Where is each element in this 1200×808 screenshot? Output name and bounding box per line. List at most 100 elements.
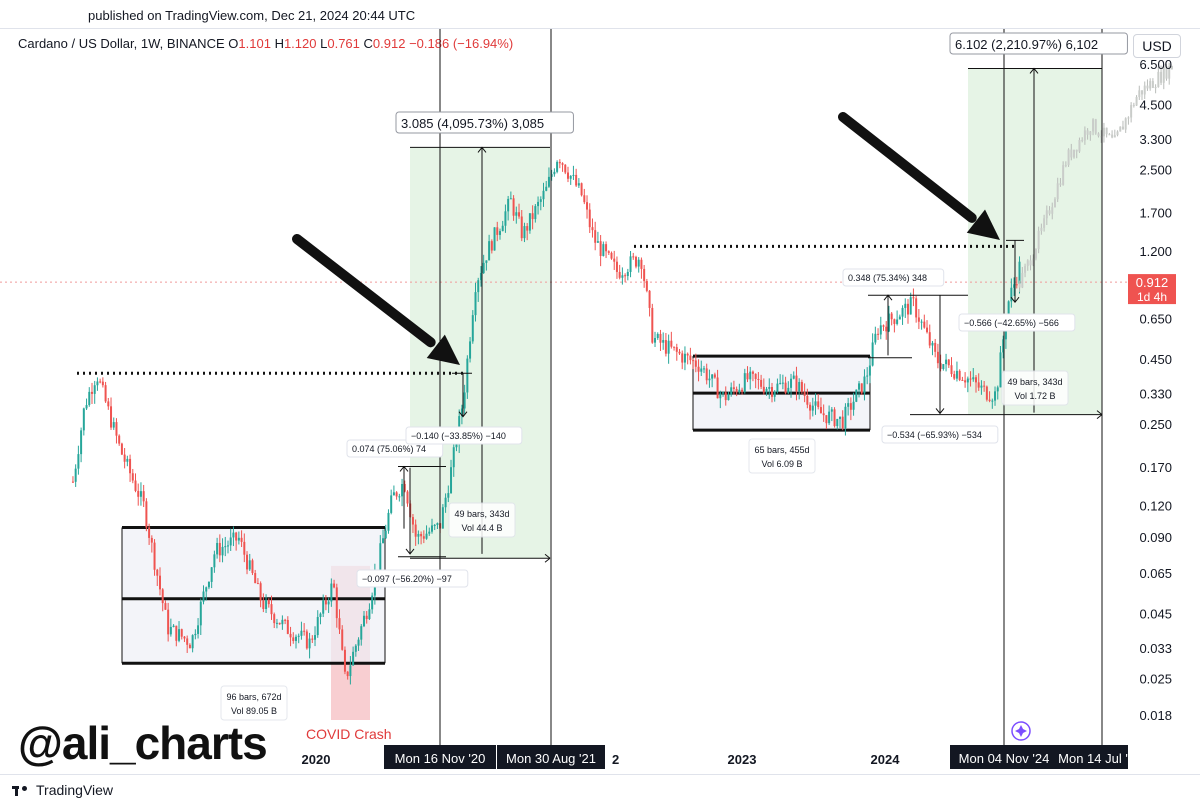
candle-body bbox=[150, 537, 153, 543]
candle-body bbox=[849, 403, 852, 410]
tradingview-logo[interactable]: TradingView bbox=[12, 782, 113, 798]
measure-label-140-bg bbox=[405, 426, 523, 445]
candle-body bbox=[980, 385, 983, 388]
candle-body bbox=[545, 186, 548, 191]
tradingview-brand: TradingView bbox=[36, 782, 114, 798]
measure-label-566-bg bbox=[958, 313, 1076, 332]
candle-body bbox=[624, 275, 627, 277]
candle-body bbox=[411, 517, 414, 525]
projection-body bbox=[1135, 97, 1138, 106]
close-value: 0.912 bbox=[372, 36, 406, 51]
time-marker-aug21: Mon 30 Aug '21 bbox=[506, 751, 596, 766]
candle-body bbox=[626, 271, 629, 276]
candle-body bbox=[425, 533, 428, 539]
candle-body bbox=[689, 355, 692, 361]
candle-body bbox=[651, 307, 654, 343]
projection-body bbox=[1143, 85, 1146, 95]
candle-body bbox=[594, 230, 597, 243]
candle-body bbox=[365, 615, 368, 619]
candle-body bbox=[194, 633, 197, 636]
projection-body bbox=[1162, 66, 1165, 83]
candle-body bbox=[99, 381, 102, 383]
event-icon bbox=[1011, 721, 1031, 741]
time-marker-fragment: 2 bbox=[612, 752, 619, 767]
projection-body bbox=[1165, 66, 1168, 79]
candle-body bbox=[362, 615, 365, 627]
candle-body bbox=[460, 408, 463, 417]
y-tick-label: 2.500 bbox=[1139, 163, 1172, 178]
symbol-name: Cardano / US Dollar, 1W, BINANCE bbox=[18, 36, 225, 51]
candle-body bbox=[509, 198, 512, 200]
candle-body bbox=[974, 377, 977, 383]
candle-body bbox=[232, 532, 235, 538]
candle-body bbox=[1013, 284, 1016, 288]
candle-body bbox=[172, 625, 175, 627]
candle-body bbox=[580, 183, 583, 196]
projection-body bbox=[1132, 105, 1135, 107]
candle-body bbox=[833, 409, 836, 427]
measure-label-566: −0.566 (−42.65%) −566 bbox=[964, 318, 1059, 328]
candle-body bbox=[493, 227, 496, 251]
candle-body bbox=[879, 325, 882, 335]
candle-body bbox=[512, 198, 515, 216]
projection-body bbox=[1170, 66, 1173, 70]
candle-body bbox=[210, 567, 213, 582]
candle-body bbox=[634, 256, 637, 267]
current-price-countdown: 1d 4h bbox=[1137, 290, 1167, 304]
candle-body bbox=[928, 332, 931, 346]
candle-body bbox=[678, 351, 681, 354]
candle-body bbox=[953, 374, 956, 379]
projection-body bbox=[1138, 90, 1141, 98]
candle-body bbox=[186, 638, 189, 645]
candle-body bbox=[776, 383, 779, 392]
candle-body bbox=[90, 391, 93, 394]
measure-2021-vertical-head bbox=[477, 146, 487, 153]
candle-body bbox=[757, 378, 760, 380]
candle-body bbox=[564, 164, 567, 173]
candle-body bbox=[898, 316, 901, 320]
tradingview-mark-icon bbox=[12, 784, 30, 796]
candle-body bbox=[278, 622, 281, 625]
candle-body bbox=[507, 198, 510, 212]
candle-body bbox=[558, 161, 561, 164]
currency-button[interactable]: USD bbox=[1133, 34, 1181, 58]
candle-body bbox=[129, 458, 132, 474]
candle-body bbox=[988, 399, 991, 401]
candle-body bbox=[906, 303, 909, 315]
open-label: O bbox=[228, 36, 239, 51]
projection-body bbox=[1032, 258, 1035, 266]
candle-body bbox=[360, 626, 363, 640]
candle-body bbox=[82, 408, 85, 431]
x-tick-label: 2023 bbox=[728, 752, 757, 767]
candle-body bbox=[648, 290, 651, 308]
measure-label-140: −0.140 (−33.85%) −140 bbox=[411, 431, 506, 441]
bar-stat-2021-bg bbox=[448, 502, 516, 538]
candle-body bbox=[735, 388, 738, 393]
candle-body bbox=[800, 381, 803, 392]
close-label: C bbox=[363, 36, 373, 51]
candle-body bbox=[673, 346, 676, 348]
candle-body bbox=[142, 491, 145, 502]
measure-label-2210-bg bbox=[949, 32, 1128, 55]
candle-body bbox=[284, 619, 287, 621]
time-marker-jul25-bg bbox=[1058, 745, 1128, 769]
candle-body bbox=[537, 201, 540, 207]
candle-body bbox=[613, 258, 616, 262]
candle-body bbox=[496, 227, 499, 235]
candle-body bbox=[809, 404, 812, 411]
candle-body bbox=[618, 271, 621, 278]
candle-body bbox=[488, 241, 491, 261]
candle-body bbox=[838, 416, 841, 419]
candle-body bbox=[890, 313, 893, 320]
y-tick-label: 4.500 bbox=[1139, 98, 1172, 113]
candle-body bbox=[781, 382, 784, 384]
candle-body bbox=[436, 523, 439, 525]
candle-body bbox=[455, 444, 458, 448]
candle-body bbox=[273, 614, 276, 624]
projection-body bbox=[1018, 283, 1021, 288]
candle-body bbox=[414, 524, 417, 537]
candle-body bbox=[716, 377, 719, 399]
projection-body bbox=[1130, 105, 1133, 118]
published-note: published on TradingView.com, Dec 21, 20… bbox=[88, 8, 416, 23]
